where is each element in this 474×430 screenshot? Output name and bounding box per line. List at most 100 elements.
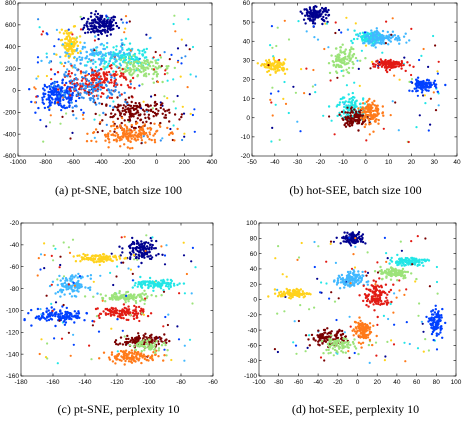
scatter-point (116, 108, 120, 112)
scatter-point (106, 29, 109, 32)
scatter-point (373, 270, 377, 273)
scatter-point (91, 25, 94, 28)
scatter-point (284, 102, 288, 105)
scatter-point (147, 241, 150, 245)
scatter-point (308, 334, 311, 337)
scatter-point (424, 81, 427, 84)
scatter-point (154, 279, 158, 283)
scatter-point (113, 127, 117, 131)
scatter-point (65, 112, 68, 115)
scatter-point (309, 18, 312, 21)
scatter-point (108, 65, 112, 68)
scatter-point (164, 284, 168, 288)
scatter-point (404, 263, 407, 267)
scatter-point (106, 18, 109, 21)
scatter-point (110, 112, 113, 115)
scatter-point (143, 241, 146, 244)
scatter-point (168, 58, 171, 61)
scatter-point (150, 138, 153, 142)
scatter-point (369, 39, 372, 42)
scatter-point (98, 18, 101, 21)
scatter-point (374, 341, 378, 344)
scatter-point (85, 50, 88, 54)
scatter-point (92, 131, 96, 134)
scatter-point (127, 300, 130, 303)
scatter-point (358, 102, 362, 106)
scatter-point (303, 92, 306, 95)
scatter-point (92, 99, 96, 102)
scatter-point (395, 260, 399, 263)
scatter-point (328, 115, 331, 118)
scatter-point (351, 277, 354, 281)
scatter-point (176, 94, 179, 98)
scatter-point (114, 70, 118, 74)
scatter-point (174, 107, 177, 110)
scatter-point (100, 77, 103, 81)
scatter-point (121, 68, 124, 71)
scatter-point (345, 16, 348, 19)
scatter-point (405, 288, 408, 291)
scatter-point (136, 69, 140, 72)
scatter-point (339, 46, 343, 49)
scatter-point (130, 123, 133, 127)
scatter-point (116, 126, 119, 129)
scatter-point (53, 81, 56, 85)
scatter-point (48, 108, 51, 112)
scatter-point (170, 53, 173, 57)
scatter-point (384, 42, 387, 45)
scatter-point (68, 105, 71, 109)
scatter-point (142, 100, 145, 103)
scatter-point (334, 47, 338, 50)
scatter-point (348, 59, 351, 63)
scatter-point (435, 334, 438, 337)
scatter-point (119, 75, 122, 78)
scatter-point (65, 74, 69, 78)
scatter-point (132, 104, 136, 108)
scatter-point (375, 354, 378, 357)
scatter-plot-c: -180 -160 -140 -120 -100 -80 -60-160-140-120-1… (6, 220, 218, 386)
scatter-point (61, 277, 65, 280)
scatter-point (333, 63, 336, 67)
scatter-point (128, 55, 131, 58)
scatter-point (160, 64, 163, 68)
scatter-point (82, 16, 86, 20)
scatter-point (167, 287, 171, 290)
scatter-point (126, 146, 129, 149)
scatter-point (180, 56, 183, 60)
scatter-point (337, 65, 341, 68)
scatter-point (140, 350, 143, 353)
scatter-point (138, 337, 142, 340)
scatter-point (273, 66, 276, 69)
scatter-point (63, 83, 66, 87)
scatter-point (188, 338, 192, 341)
scatter-point (130, 137, 133, 140)
scatter-point (84, 56, 88, 60)
scatter-point (98, 30, 102, 33)
scatter-point (129, 294, 132, 298)
scatter-point (97, 57, 101, 61)
scatter-point (155, 339, 158, 343)
scatter-point (110, 313, 113, 317)
scatter-point (23, 318, 26, 322)
scatter-plot-d: -100 -80 -60 -40 -20 0 20 40 60 80 100-100-80-60-4… (244, 220, 462, 386)
scatter-point (73, 64, 76, 67)
scatter-point (157, 109, 160, 113)
scatter-point (343, 280, 346, 284)
scatter-point (95, 78, 98, 82)
scatter-point (272, 56, 275, 59)
scatter-point (76, 254, 79, 257)
scatter-point (351, 279, 354, 282)
scatter-point (111, 307, 115, 310)
scatter-point (371, 40, 374, 43)
scatter-point (62, 65, 66, 68)
scatter-point (114, 254, 117, 257)
scatter-point (266, 66, 270, 69)
scatter-point (168, 339, 171, 343)
scatter-point (110, 133, 113, 137)
scatter-point (351, 41, 354, 45)
scatter-point (128, 340, 132, 343)
scatter-point (359, 280, 363, 283)
scatter-point (124, 359, 127, 363)
scatter-point (106, 95, 110, 98)
scatter-point (109, 271, 112, 274)
